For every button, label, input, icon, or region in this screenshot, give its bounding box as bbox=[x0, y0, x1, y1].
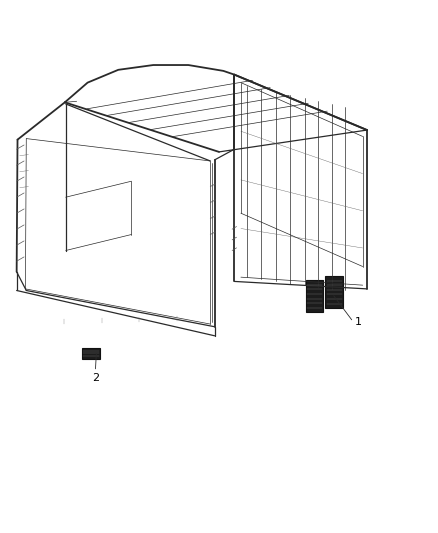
Text: 2: 2 bbox=[92, 373, 99, 383]
Bar bbox=[306, 280, 323, 312]
Bar bbox=[82, 348, 100, 359]
Text: 1: 1 bbox=[355, 318, 362, 327]
Bar bbox=[325, 276, 343, 308]
